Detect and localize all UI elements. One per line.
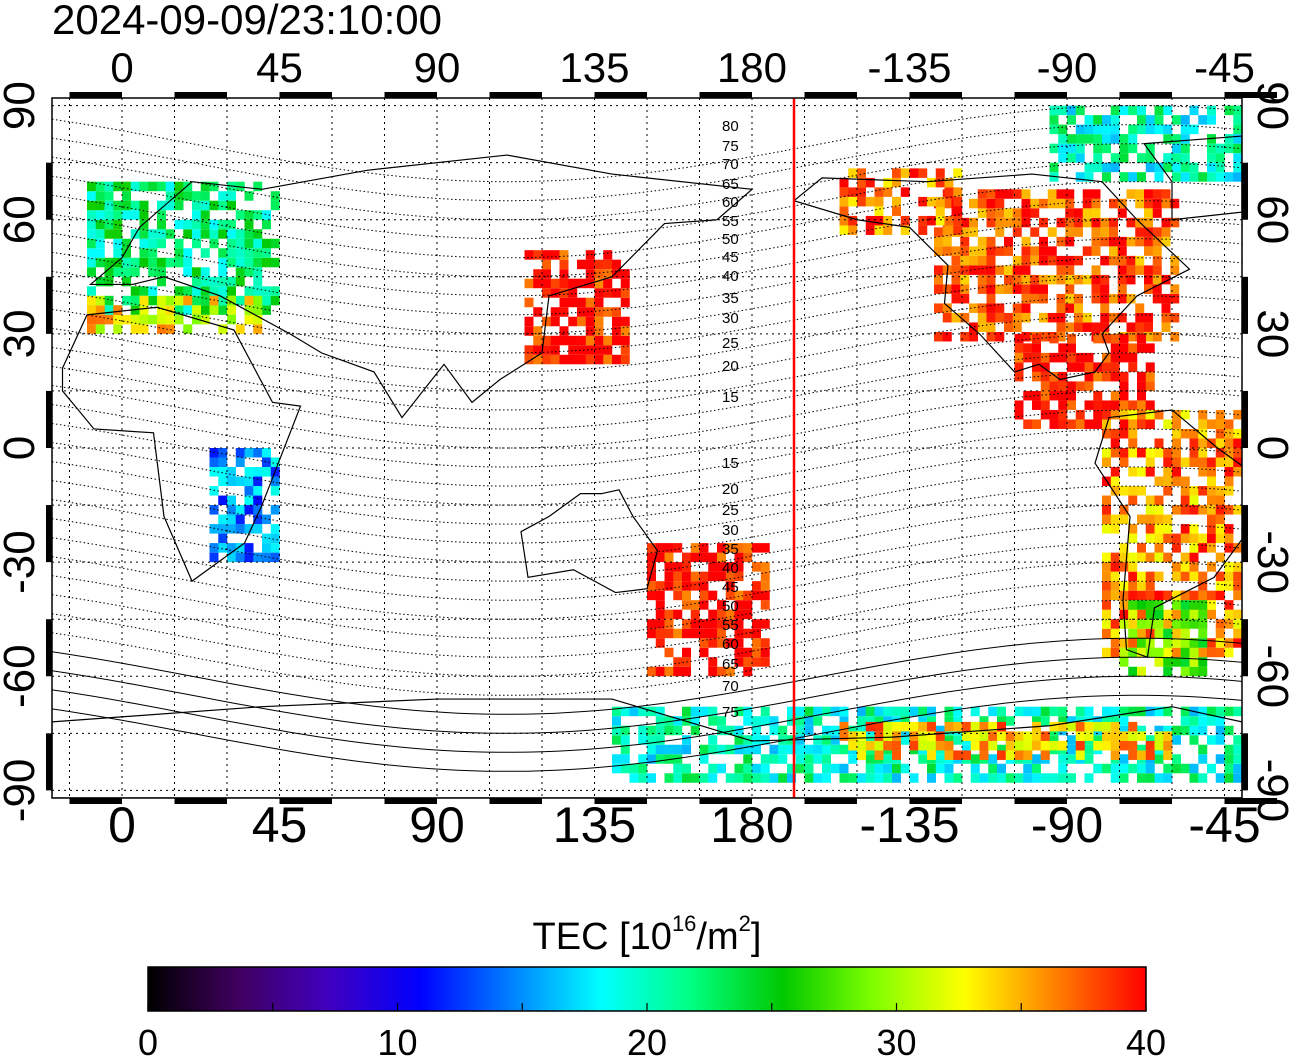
bottom-lon-label: -90 <box>1031 797 1103 853</box>
map-title: 2024-09-09/23:10:00 <box>52 0 442 43</box>
bottom-lon-label: 135 <box>553 797 636 853</box>
right-lat-label: 90 <box>1248 81 1294 130</box>
contour-label-south: 35 <box>722 541 739 558</box>
left-lat-label: 90 <box>0 81 44 130</box>
contour-label-north: 60 <box>722 194 739 211</box>
right-lat-label: 30 <box>1248 309 1294 358</box>
coastline-europe-asia <box>88 154 754 419</box>
coastline-africa <box>61 306 302 583</box>
left-lat-label: 30 <box>0 309 44 358</box>
contour-label-north: 25 <box>722 335 739 352</box>
colorbar-tick-label: 0 <box>138 1022 158 1057</box>
colorbar-tick-label: 20 <box>627 1022 667 1057</box>
bottom-lon-label: 90 <box>409 797 465 853</box>
colorbar-ticks: 0 10 20 30 40 <box>138 1003 1166 1057</box>
contour-label-north: 20 <box>722 358 739 375</box>
right-lat-label: 60 <box>1248 195 1294 244</box>
colorbar-tick-label: 40 <box>1126 1022 1166 1057</box>
right-lat-label: 0 <box>1248 436 1294 460</box>
top-lon-label: 135 <box>559 44 629 91</box>
contour-label-south: 30 <box>722 522 739 539</box>
tec-region-europe <box>87 181 280 315</box>
contour-label-north: 55 <box>722 213 739 230</box>
top-lon-label: 0 <box>110 44 133 91</box>
tec-region-oceania-nz <box>647 543 770 677</box>
left-lat-label: 60 <box>0 195 44 244</box>
contour-label-north: 45 <box>722 249 739 266</box>
contour-label-north: 40 <box>722 268 739 285</box>
contour-label-north: 35 <box>722 290 739 307</box>
bottom-lon-label: 45 <box>252 797 308 853</box>
left-lat-label: -60 <box>0 644 44 708</box>
contour-label-south: 60 <box>722 636 739 653</box>
top-lon-label: 90 <box>414 44 461 91</box>
coastline-australia <box>520 489 659 594</box>
contour-label-north: 80 <box>722 118 739 135</box>
right-lat-label: -60 <box>1248 644 1294 708</box>
bottom-lon-label: 180 <box>710 797 793 853</box>
tec-region-east-asia <box>524 250 630 365</box>
contour-label-north: 75 <box>722 138 739 155</box>
colorbar-title-exponent: 16 <box>671 911 697 936</box>
contour-labels: 8075706560555045403530252015152025303540… <box>722 118 739 721</box>
colorbar-title-unit-exponent: 2 <box>738 911 751 936</box>
contour-label-north: 70 <box>722 156 739 173</box>
tec-region-north-america <box>934 189 1180 342</box>
top-lon-label: 45 <box>256 44 303 91</box>
contour-label-north: 50 <box>722 231 739 248</box>
contour-label-south: 45 <box>722 579 739 596</box>
contour-label-south: 70 <box>722 678 739 695</box>
top-lon-label: -90 <box>1037 44 1098 91</box>
top-lon-label: -135 <box>867 44 951 91</box>
lat-lon-grid <box>52 98 1242 798</box>
left-lat-label: 0 <box>0 436 44 460</box>
tec-region-alaska <box>839 168 963 235</box>
axis-tick-labels: 0 45 90 135 180 -135 -90 -450 45 90 135 180 -135 -90-… <box>0 44 1294 853</box>
contour-label-south: 55 <box>722 617 739 634</box>
bottom-lon-label: 0 <box>108 797 136 853</box>
colorbar-title: TEC [1016/m2] <box>0 902 1294 959</box>
bottom-lon-label: -135 <box>859 797 959 853</box>
tec-region-africa-east <box>209 448 280 563</box>
right-lat-label: -90 <box>1248 759 1294 823</box>
tec-region-antarctic-coast <box>612 706 1242 783</box>
contour-label-south: 50 <box>722 598 739 615</box>
contour-label-north: 65 <box>722 176 739 193</box>
colorbar-title-main: TEC [10 <box>532 916 672 958</box>
tec-region-europe-south <box>87 295 263 334</box>
colorbar-title-unit: /m <box>696 916 739 958</box>
bottom-lon-label: -45 <box>1188 797 1260 853</box>
contour-label-south: 65 <box>722 656 739 673</box>
top-lon-label: 180 <box>717 44 787 91</box>
tec-region-antarctic-pacific <box>839 721 1173 760</box>
axis-bars <box>46 92 1277 804</box>
contour-label-south: 20 <box>722 481 739 498</box>
contour-label-south: 40 <box>722 560 739 577</box>
colorbar-title-close: ] <box>750 916 762 958</box>
contour-label-north: 30 <box>722 310 739 327</box>
contour-label-south: 75 <box>722 704 739 721</box>
right-lat-label: -30 <box>1248 530 1294 594</box>
colorbar-tick-label: 10 <box>377 1022 417 1057</box>
top-lon-label: -45 <box>1194 44 1255 91</box>
contour-label-north: 15 <box>722 389 739 406</box>
coastline-north-america <box>792 173 1191 381</box>
left-lat-label: -30 <box>0 530 44 594</box>
contour-label-south: 15 <box>722 455 739 472</box>
contour-label-south: 25 <box>722 502 739 519</box>
colorbar-tick-label: 30 <box>876 1022 916 1057</box>
coastline-antarctica <box>52 698 1242 798</box>
tec-data-layer <box>87 105 1242 783</box>
left-lat-label: -90 <box>0 759 44 823</box>
